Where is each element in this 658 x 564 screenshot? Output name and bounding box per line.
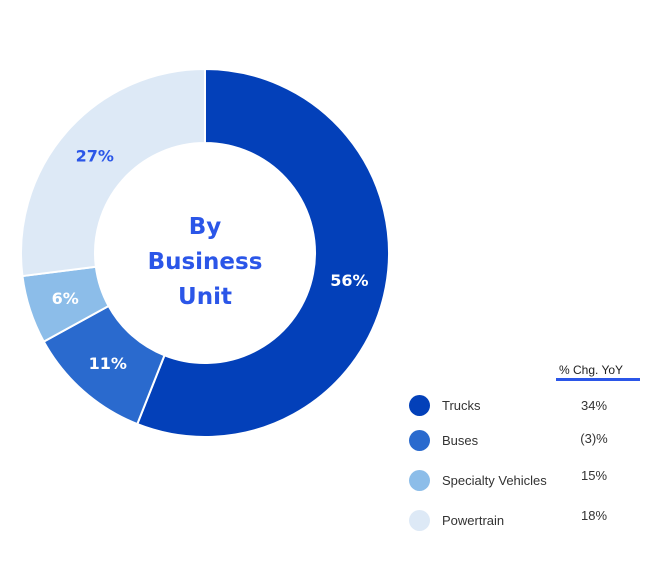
legend-item-powertrain: Powertrain 18% — [409, 508, 629, 532]
slice-label-buses: 11% — [89, 354, 127, 373]
legend-item-specialty-vehicles: Specialty Vehicles 15% — [409, 468, 629, 492]
legend-item-trucks: Trucks 34% — [409, 395, 629, 417]
legend-change-buses: (3)% — [580, 431, 608, 446]
legend-swatch-trucks — [409, 395, 430, 416]
center-title-line-1: By — [188, 214, 222, 240]
legend-change-specialty-vehicles: 15% — [580, 468, 608, 483]
legend-swatch-specialty-vehicles — [409, 470, 430, 491]
legend-change-trucks: 34% — [580, 398, 608, 413]
center-title-line-2: Business — [147, 249, 263, 275]
slice-label-specialty-vehicles: 6% — [52, 289, 79, 308]
legend-label-specialty-vehicles: Specialty Vehicles — [442, 473, 547, 488]
legend-label-trucks: Trucks — [442, 398, 481, 413]
legend-swatch-powertrain — [409, 510, 430, 531]
slice-label-powertrain: 27% — [76, 146, 114, 165]
legend-item-buses: Buses (3)% — [409, 430, 629, 452]
legend-change-powertrain: 18% — [580, 508, 608, 523]
legend-swatch-buses — [409, 430, 430, 451]
legend-header: % Chg. YoY — [556, 363, 640, 381]
legend-label-buses: Buses — [442, 433, 479, 448]
slice-powertrain — [20, 67, 206, 278]
legend-header-label: % Chg. YoY — [559, 363, 624, 377]
slice-label-trucks: 56% — [330, 271, 368, 290]
legend-label-powertrain: Powertrain — [442, 513, 505, 528]
slice-trucks — [135, 67, 390, 438]
center-title-line-3: Unit — [178, 284, 232, 310]
center-title: By Business Unit — [120, 210, 290, 315]
